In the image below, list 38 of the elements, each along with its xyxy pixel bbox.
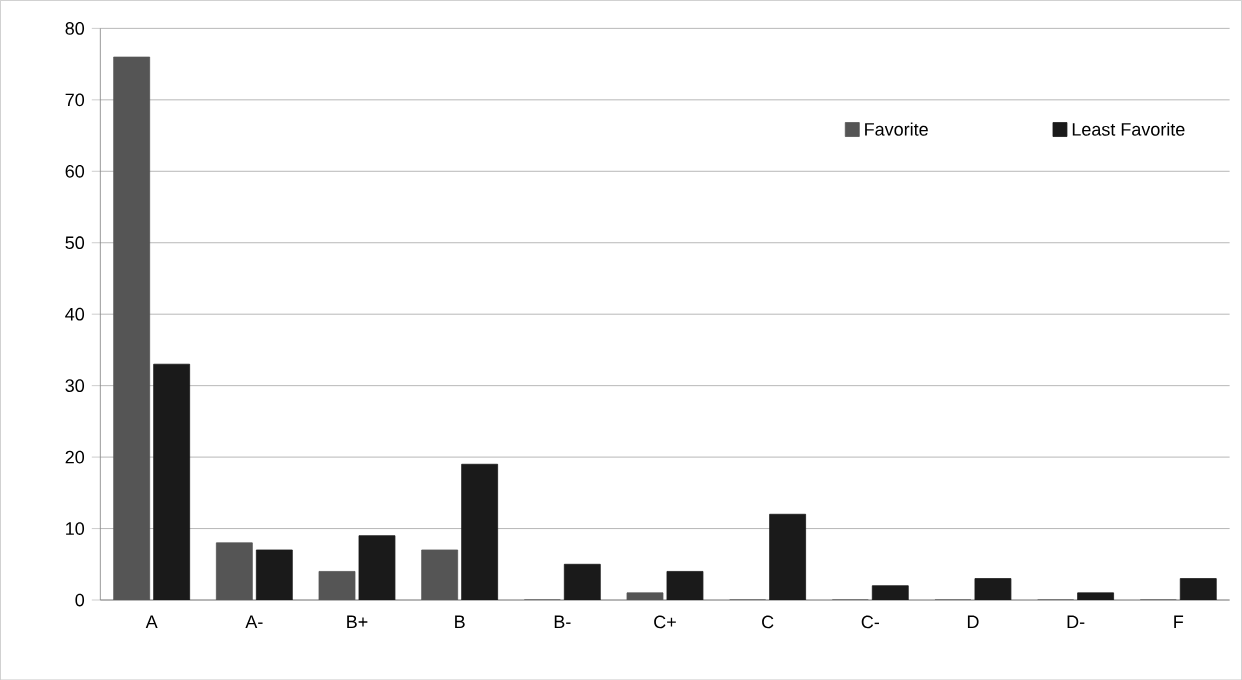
bar bbox=[255, 549, 293, 600]
bar bbox=[113, 56, 151, 600]
bar bbox=[461, 463, 499, 600]
bar bbox=[421, 549, 459, 600]
y-tick-label: 10 bbox=[66, 522, 85, 535]
x-tick-label: C+ bbox=[654, 615, 676, 629]
y-tick-label: 40 bbox=[65, 307, 85, 321]
bar bbox=[1077, 592, 1114, 600]
x-tick-label: B+ bbox=[347, 615, 368, 628]
y-tick-label: 0 bbox=[75, 593, 85, 607]
bar bbox=[769, 513, 807, 600]
bar bbox=[974, 578, 1012, 600]
x-tick-label: F bbox=[1174, 615, 1184, 628]
x-tick-label: A bbox=[145, 615, 158, 628]
legend-label: Least Favorite bbox=[1072, 122, 1185, 136]
bar bbox=[153, 363, 191, 600]
x-tick-label: D bbox=[967, 615, 979, 628]
y-tick-label: 70 bbox=[65, 93, 85, 107]
bar bbox=[626, 592, 664, 600]
x-tick-label: B- bbox=[554, 615, 571, 628]
x-tick-label: D- bbox=[1067, 615, 1085, 628]
bar bbox=[666, 570, 704, 600]
y-tick-label: 60 bbox=[65, 164, 85, 178]
y-tick-label: 30 bbox=[65, 379, 85, 392]
bar bbox=[318, 570, 356, 600]
legend-label: Favorite bbox=[865, 122, 928, 136]
bar bbox=[563, 563, 601, 600]
bar bbox=[215, 542, 253, 600]
y-tick-label: 80 bbox=[65, 21, 85, 35]
x-tick-label: B bbox=[455, 615, 465, 628]
x-tick-label: C- bbox=[861, 615, 879, 629]
x-tick-label: A- bbox=[245, 615, 263, 628]
y-tick-label: 50 bbox=[65, 236, 85, 249]
bar bbox=[358, 535, 396, 600]
bar bbox=[871, 585, 909, 600]
bar bbox=[1179, 578, 1217, 600]
x-tick-label: C bbox=[762, 615, 774, 629]
y-tick-label: 20 bbox=[65, 450, 85, 464]
